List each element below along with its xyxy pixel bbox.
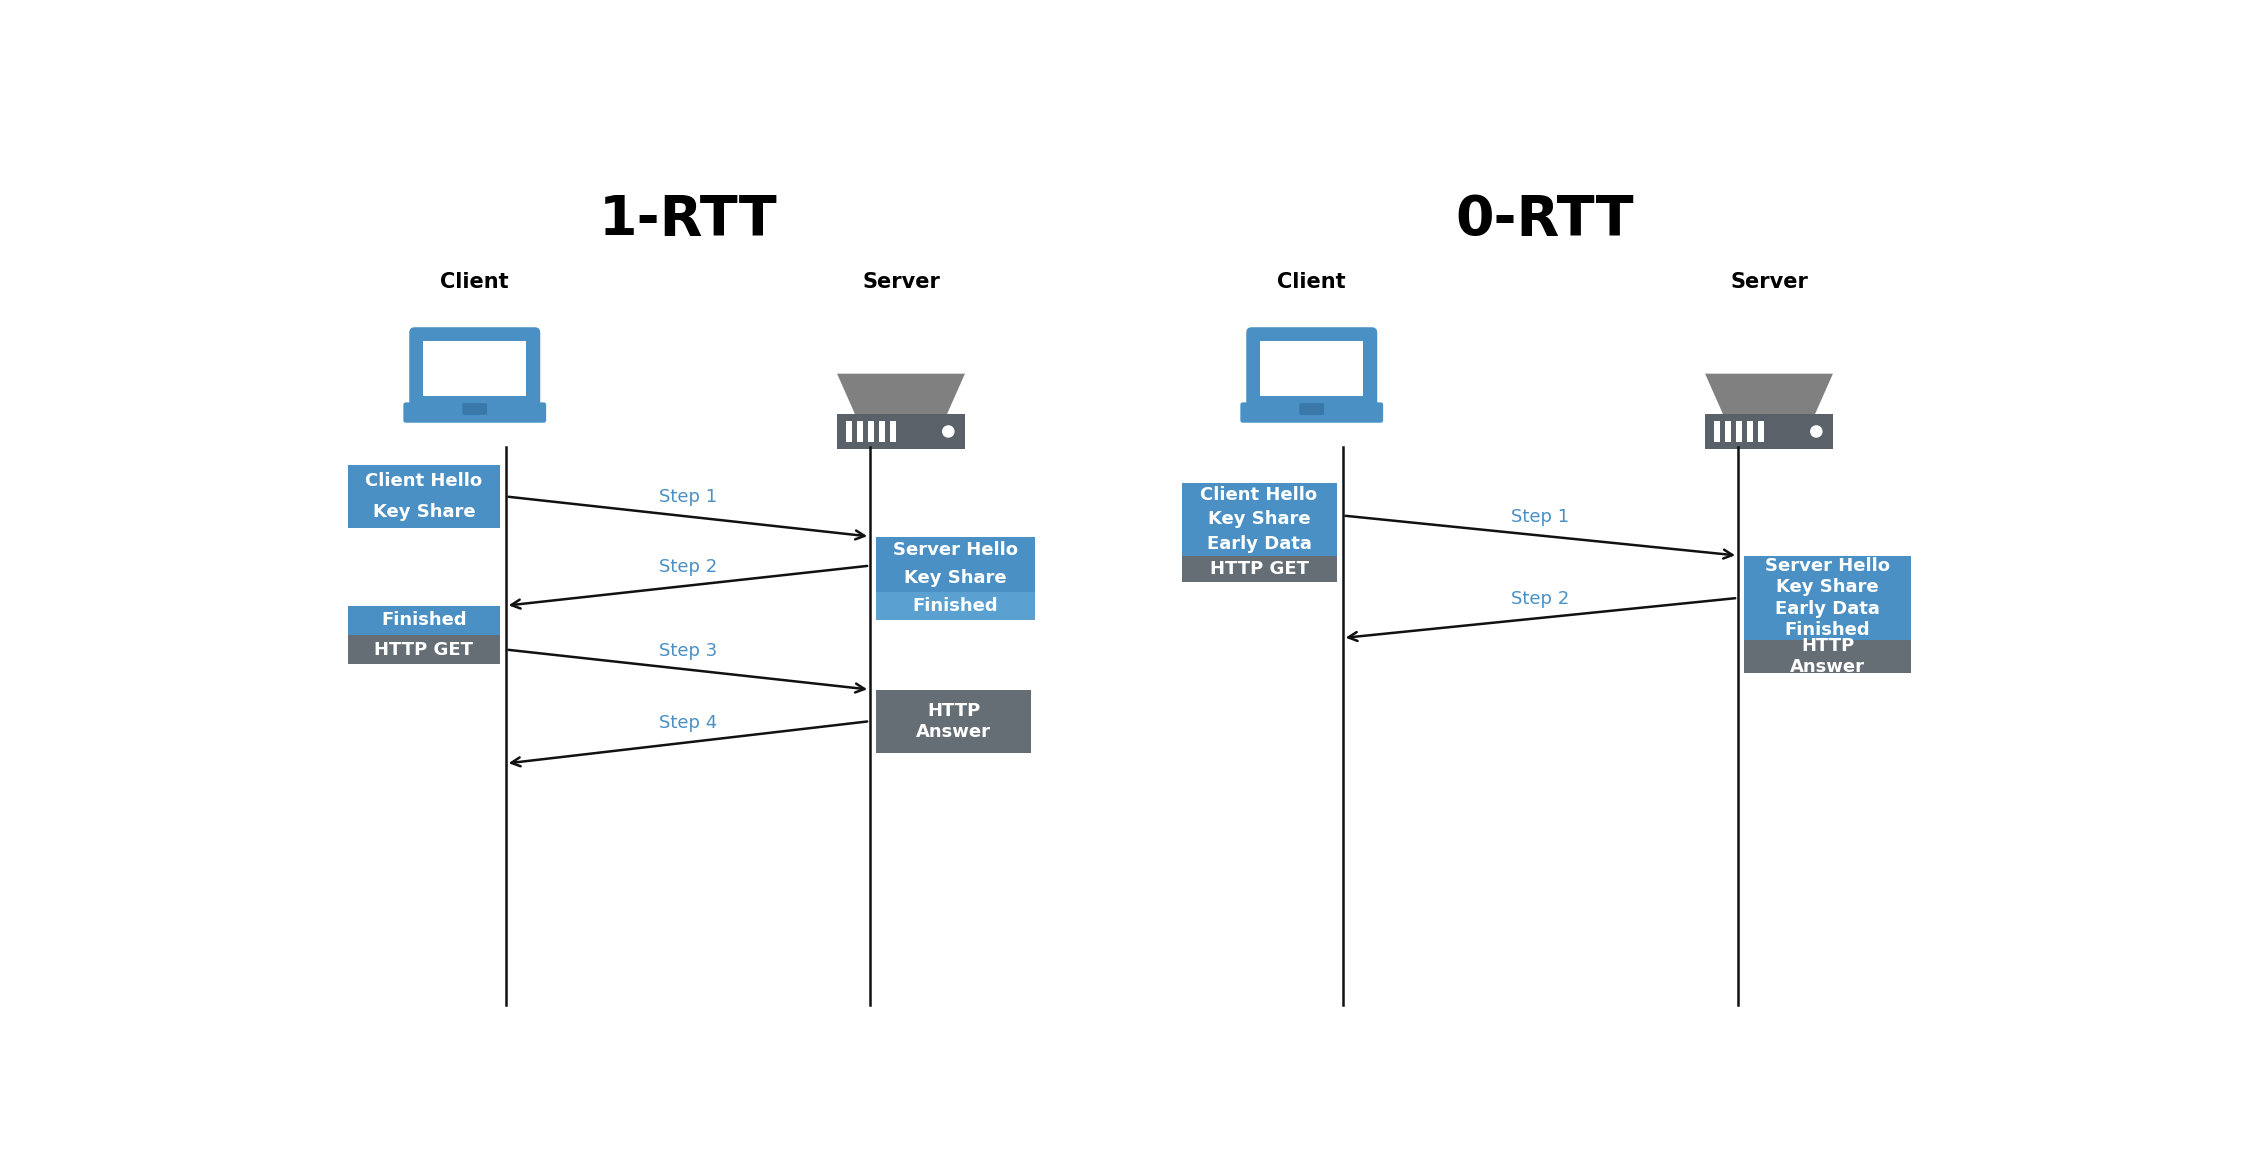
FancyBboxPatch shape (409, 327, 540, 411)
Text: HTTP GET: HTTP GET (375, 640, 474, 659)
FancyBboxPatch shape (423, 341, 526, 397)
FancyBboxPatch shape (1182, 483, 1338, 556)
FancyBboxPatch shape (348, 606, 499, 635)
FancyBboxPatch shape (402, 403, 546, 422)
Text: Early Data: Early Data (1776, 600, 1879, 617)
FancyBboxPatch shape (1261, 341, 1362, 397)
FancyBboxPatch shape (877, 592, 1034, 619)
Text: Step 1: Step 1 (1511, 508, 1569, 525)
Text: 1-RTT: 1-RTT (598, 193, 778, 247)
FancyBboxPatch shape (1744, 640, 1911, 673)
Circle shape (1810, 426, 1823, 437)
Bar (1747, 421, 1753, 442)
Text: Key Share: Key Share (373, 503, 474, 521)
FancyBboxPatch shape (348, 465, 499, 528)
Bar (836, 414, 964, 449)
Text: Client Hello: Client Hello (1200, 486, 1317, 503)
Bar (890, 421, 897, 442)
Bar (879, 421, 886, 442)
Text: Finished: Finished (382, 611, 468, 629)
FancyBboxPatch shape (463, 404, 488, 415)
Text: Server Hello: Server Hello (1765, 557, 1891, 575)
Bar (1704, 414, 1832, 449)
Bar (1735, 421, 1742, 442)
FancyBboxPatch shape (877, 689, 1032, 753)
Text: Step 4: Step 4 (659, 715, 717, 732)
FancyBboxPatch shape (1744, 556, 1911, 640)
Text: Step 1: Step 1 (659, 488, 717, 507)
Text: Client: Client (1277, 271, 1347, 291)
FancyBboxPatch shape (1241, 403, 1383, 422)
Text: Client: Client (441, 271, 508, 291)
Text: Server Hello: Server Hello (892, 542, 1018, 559)
Text: Server: Server (861, 271, 940, 291)
Text: HTTP GET: HTTP GET (1209, 560, 1308, 578)
FancyBboxPatch shape (1299, 404, 1324, 415)
Text: Key Share: Key Share (1776, 579, 1879, 596)
Circle shape (942, 426, 955, 437)
Text: Finished: Finished (913, 597, 998, 615)
Bar (845, 421, 852, 442)
Text: Finished: Finished (1785, 621, 1870, 639)
Bar (1713, 421, 1720, 442)
FancyBboxPatch shape (1182, 556, 1338, 582)
Bar (856, 421, 863, 442)
Text: Step 2: Step 2 (659, 558, 717, 575)
Text: Early Data: Early Data (1207, 535, 1311, 552)
Text: Client Hello: Client Hello (366, 472, 483, 490)
FancyBboxPatch shape (348, 635, 499, 665)
Text: Key Share: Key Share (904, 570, 1007, 587)
Bar (1758, 421, 1765, 442)
Text: Step 2: Step 2 (1511, 590, 1569, 608)
Bar (868, 421, 874, 442)
FancyBboxPatch shape (1245, 327, 1378, 411)
Text: Step 3: Step 3 (659, 641, 717, 660)
Text: HTTP
Answer: HTTP Answer (1789, 637, 1866, 676)
Text: Key Share: Key Share (1207, 510, 1311, 528)
Polygon shape (836, 374, 964, 414)
Bar (1724, 421, 1731, 442)
Polygon shape (1704, 374, 1832, 414)
FancyBboxPatch shape (877, 537, 1034, 592)
Text: 0-RTT: 0-RTT (1454, 193, 1634, 247)
Text: HTTP
Answer: HTTP Answer (917, 702, 991, 740)
Text: Server: Server (1731, 271, 1807, 291)
